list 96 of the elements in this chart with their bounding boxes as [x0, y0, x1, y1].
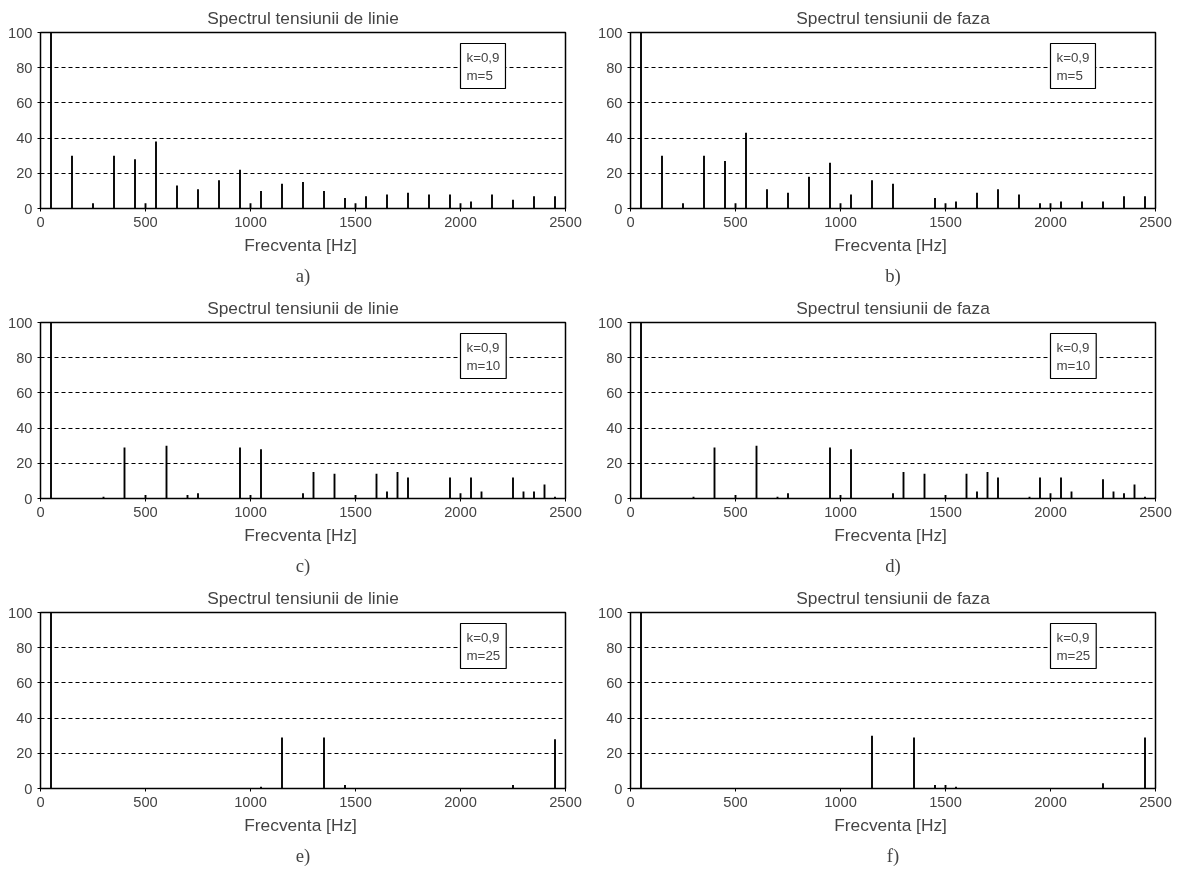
- y-tick-label: 60: [606, 674, 623, 691]
- y-tick-label: 0: [614, 490, 623, 507]
- y-tick-label: 20: [606, 165, 623, 182]
- annotation: k=0,9 m=25: [466, 629, 501, 663]
- chart-title: Spectrul tensiunii de linie: [207, 587, 399, 608]
- y-tick-label: 80: [606, 59, 623, 76]
- x-axis-title: Frecventa [Hz]: [244, 234, 357, 255]
- x-axis-title: Frecventa [Hz]: [834, 234, 947, 255]
- x-tick-label: 2000: [444, 213, 477, 230]
- x-tick-label: 500: [133, 213, 158, 230]
- text: b): [885, 264, 901, 287]
- y-tick-label: 40: [606, 710, 623, 727]
- chart-title: Spectrul tensiunii de faza: [796, 587, 991, 608]
- chart-title: Spectrul tensiunii de faza: [796, 7, 991, 28]
- x-tick-label: 0: [36, 793, 45, 810]
- annotation: k=0,9 m=10: [1056, 339, 1091, 373]
- text: f): [886, 844, 900, 867]
- y-tick-label: 20: [606, 745, 623, 762]
- y-tick-label: 0: [24, 780, 33, 797]
- x-tick-label: 2500: [1139, 213, 1172, 230]
- x-tick-label: 1000: [824, 213, 857, 230]
- y-tick-label: 60: [16, 94, 33, 111]
- x-tick-label: 2000: [1034, 503, 1067, 520]
- annotation: k=0,9 m=5: [466, 49, 500, 83]
- x-tick-label: 2500: [549, 213, 582, 230]
- chart-title: Spectrul tensiunii de linie: [207, 297, 399, 318]
- text: c): [295, 554, 311, 577]
- y-tick-label: 100: [8, 314, 33, 331]
- text: a): [295, 264, 311, 287]
- x-tick-label: 2500: [1139, 793, 1172, 810]
- y-tick-label: 60: [606, 384, 623, 401]
- x-tick-label: 500: [133, 503, 158, 520]
- x-tick-label: 1000: [234, 503, 267, 520]
- x-tick-label: 2500: [1139, 503, 1172, 520]
- y-tick-label: 60: [16, 384, 33, 401]
- y-tick-label: 100: [598, 24, 623, 41]
- y-tick-label: 80: [606, 349, 623, 366]
- y-tick-label: 100: [598, 604, 623, 621]
- x-tick-label: 0: [36, 503, 45, 520]
- annotation: k=0,9 m=5: [1056, 49, 1090, 83]
- y-tick-label: 20: [16, 165, 33, 182]
- y-tick-label: 60: [16, 674, 33, 691]
- x-tick-label: 500: [723, 503, 748, 520]
- x-axis-title: Frecventa [Hz]: [834, 524, 947, 545]
- annotation: k=0,9 m=10: [466, 339, 501, 373]
- y-tick-label: 80: [606, 639, 623, 656]
- x-tick-label: 1500: [339, 793, 372, 810]
- y-tick-label: 60: [606, 94, 623, 111]
- y-tick-label: 80: [16, 349, 33, 366]
- x-tick-label: 1500: [339, 503, 372, 520]
- chart-title: Spectrul tensiunii de linie: [207, 7, 399, 28]
- y-tick-label: 100: [8, 24, 33, 41]
- y-tick-label: 100: [598, 314, 623, 331]
- chart-title: Spectrul tensiunii de faza: [796, 297, 991, 318]
- x-tick-label: 0: [626, 503, 635, 520]
- x-tick-label: 0: [626, 793, 635, 810]
- x-axis-title: Frecventa [Hz]: [244, 814, 357, 835]
- x-tick-label: 1000: [234, 793, 267, 810]
- x-tick-label: 2500: [549, 793, 582, 810]
- x-tick-label: 1500: [929, 503, 962, 520]
- x-tick-label: 2500: [549, 503, 582, 520]
- y-tick-label: 40: [16, 130, 33, 147]
- x-tick-label: 2000: [1034, 793, 1067, 810]
- x-axis-title: Frecventa [Hz]: [834, 814, 947, 835]
- y-tick-label: 40: [606, 130, 623, 147]
- y-tick-label: 40: [16, 710, 33, 727]
- y-tick-label: 100: [8, 604, 33, 621]
- y-tick-label: 20: [16, 455, 33, 472]
- y-tick-label: 80: [16, 639, 33, 656]
- x-tick-label: 2000: [1034, 213, 1067, 230]
- y-tick-label: 40: [16, 420, 33, 437]
- x-tick-label: 1500: [929, 213, 962, 230]
- y-tick-label: 0: [24, 200, 33, 217]
- y-tick-label: 20: [16, 745, 33, 762]
- x-tick-label: 500: [723, 213, 748, 230]
- y-tick-label: 80: [16, 59, 33, 76]
- y-tick-label: 0: [24, 490, 33, 507]
- annotation: k=0,9 m=25: [1056, 629, 1091, 663]
- y-tick-label: 20: [606, 455, 623, 472]
- y-tick-label: 0: [614, 200, 623, 217]
- x-axis-title: Frecventa [Hz]: [244, 524, 357, 545]
- x-tick-label: 1500: [339, 213, 372, 230]
- x-tick-label: 2000: [444, 503, 477, 520]
- x-tick-label: 500: [133, 793, 158, 810]
- text: d): [885, 554, 901, 577]
- x-tick-label: 0: [626, 213, 635, 230]
- y-tick-label: 0: [614, 780, 623, 797]
- x-tick-label: 1500: [929, 793, 962, 810]
- x-tick-label: 1000: [824, 793, 857, 810]
- y-tick-label: 40: [606, 420, 623, 437]
- x-tick-label: 2000: [444, 793, 477, 810]
- text: e): [295, 844, 311, 867]
- x-tick-label: 1000: [824, 503, 857, 520]
- x-tick-label: 0: [36, 213, 45, 230]
- x-tick-label: 1000: [234, 213, 267, 230]
- x-tick-label: 500: [723, 793, 748, 810]
